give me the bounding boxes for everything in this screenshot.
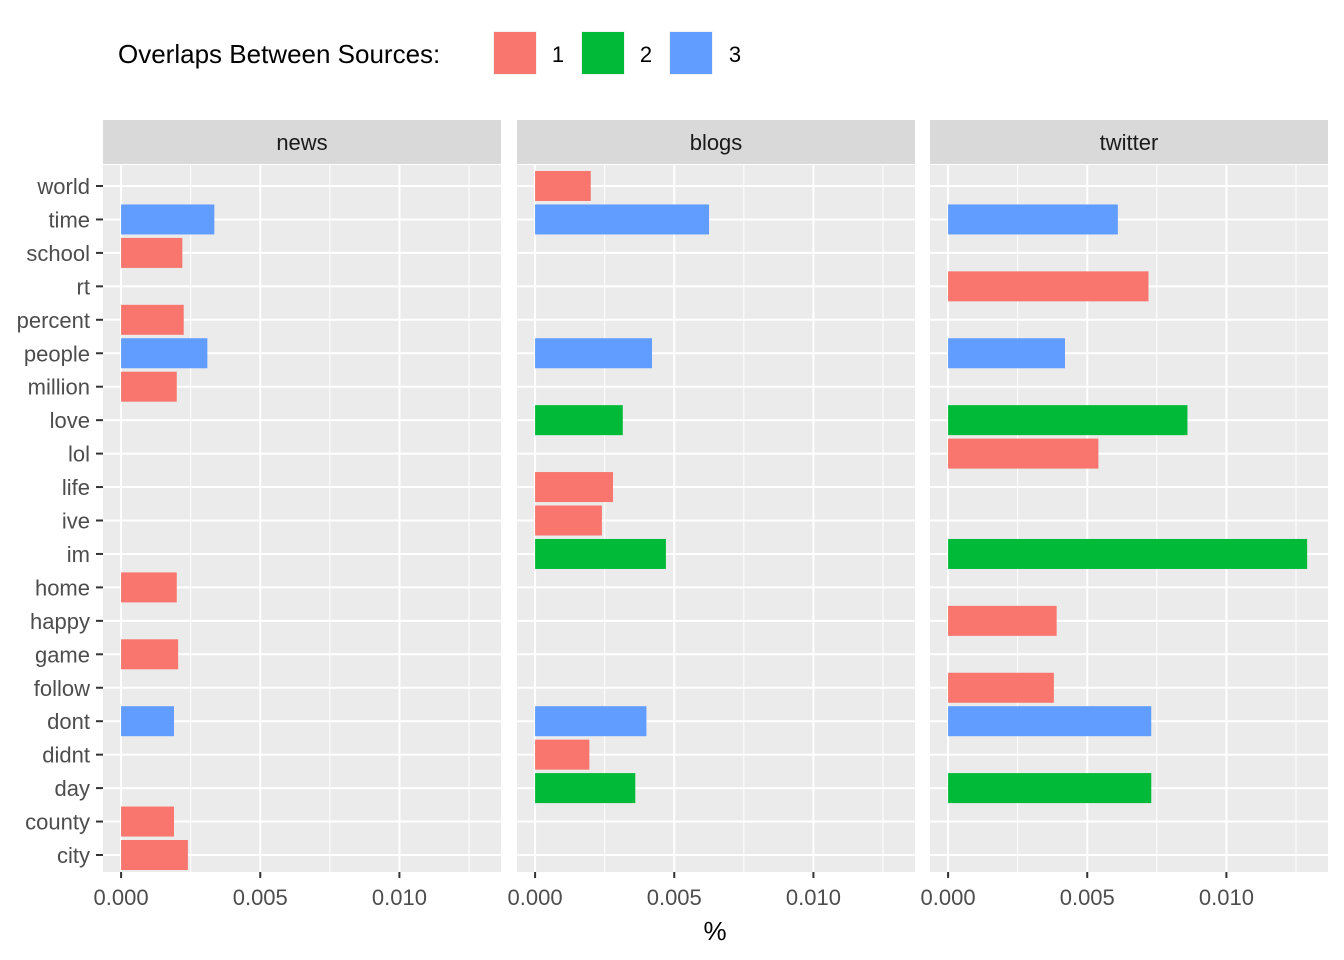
facet-label-twitter: twitter [1100,130,1159,155]
x-tick-label: 0.000 [921,885,976,910]
bar-twitter-day [948,773,1152,804]
bar-news-million [121,371,177,402]
y-tick-label-dont: dont [47,709,90,734]
y-tick-label-follow: follow [34,676,90,701]
y-tick-label-million: million [28,375,90,400]
y-tick-label-game: game [35,642,90,667]
legend-title: Overlaps Between Sources: [118,39,440,69]
facet-strip [930,120,1328,164]
bar-twitter-love [948,405,1188,436]
bar-twitter-time [948,204,1118,235]
x-tick-label: 0.005 [233,885,288,910]
y-tick-label-school: school [26,241,90,266]
bar-blogs-time [535,204,710,235]
x-tick-label: 0.000 [508,885,563,910]
bar-blogs-people [535,338,652,369]
legend-label-3: 3 [729,42,741,67]
bar-news-county [121,806,174,837]
x-tick-label: 0.010 [1199,885,1254,910]
x-tick-label: 0.005 [647,885,702,910]
y-tick-label-im: im [67,542,90,567]
y-tick-label-city: city [57,843,90,868]
legend-label-2: 2 [640,42,652,67]
legend-key-1 [494,32,536,74]
bar-blogs-didnt [535,739,590,770]
bar-twitter-im [948,538,1308,569]
bar-blogs-world [535,171,591,201]
y-axis: world time school rt percent people million lov… [17,174,103,868]
legend-key-2 [582,32,624,74]
y-tick-label-happy: happy [30,609,90,634]
bar-blogs-day [535,773,636,804]
bar-news-dont [121,706,174,737]
bar-blogs-love [535,405,623,436]
bar-twitter-happy [948,605,1057,636]
y-tick-label-county: county [25,810,90,835]
facet-panel-twitter: twitter 0.000 0.005 0.010 [921,120,1328,910]
bar-blogs-ive [535,505,602,536]
y-tick-label-home: home [35,575,90,600]
y-tick-label-day: day [55,776,90,801]
bar-news-school [121,237,183,268]
facet-strip [103,120,501,164]
x-tick-label: 0.010 [372,885,427,910]
facet-panel-news: news 0.000 0.005 0.010 [94,120,501,910]
facet-label-blogs: blogs [690,130,743,155]
bar-news-city [121,840,188,870]
bar-twitter-follow [948,672,1054,703]
bar-twitter-dont [948,706,1152,737]
bar-news-people [121,338,208,369]
legend-label-1: 1 [552,42,564,67]
x-tick-label: 0.005 [1060,885,1115,910]
facet-strip [517,120,915,164]
legend: Overlaps Between Sources: 1 2 3 [118,31,741,75]
panel-background [930,165,1328,872]
bar-blogs-im [535,538,666,569]
y-tick-label-percent: percent [17,308,90,333]
panel-background [103,165,501,872]
bar-twitter-rt [948,271,1149,302]
facet-label-news: news [276,130,327,155]
y-tick-label-love: love [50,408,90,433]
bar-news-home [121,572,177,603]
bar-blogs-life [535,472,614,503]
bar-news-game [121,639,179,670]
y-tick-label-life: life [62,475,90,500]
y-tick-label-didnt: didnt [42,743,90,768]
y-tick-label-ive: ive [62,509,90,534]
y-tick-label-time: time [48,207,90,232]
legend-key-3 [670,32,712,74]
bar-twitter-lol [948,438,1099,469]
y-tick-label-people: people [24,341,90,366]
y-tick-label-rt: rt [77,274,90,299]
bar-news-time [121,204,215,235]
y-tick-label-world: world [36,174,90,199]
x-tick-label: 0.010 [786,885,841,910]
facet-panel-blogs: blogs 0.000 0.005 0.010 [508,120,915,910]
bar-blogs-dont [535,706,647,737]
y-tick-label-lol: lol [68,442,90,467]
bar-news-percent [121,304,184,335]
bar-twitter-people [948,338,1065,369]
x-axis-title: % [703,916,726,946]
x-tick-label: 0.000 [94,885,149,910]
